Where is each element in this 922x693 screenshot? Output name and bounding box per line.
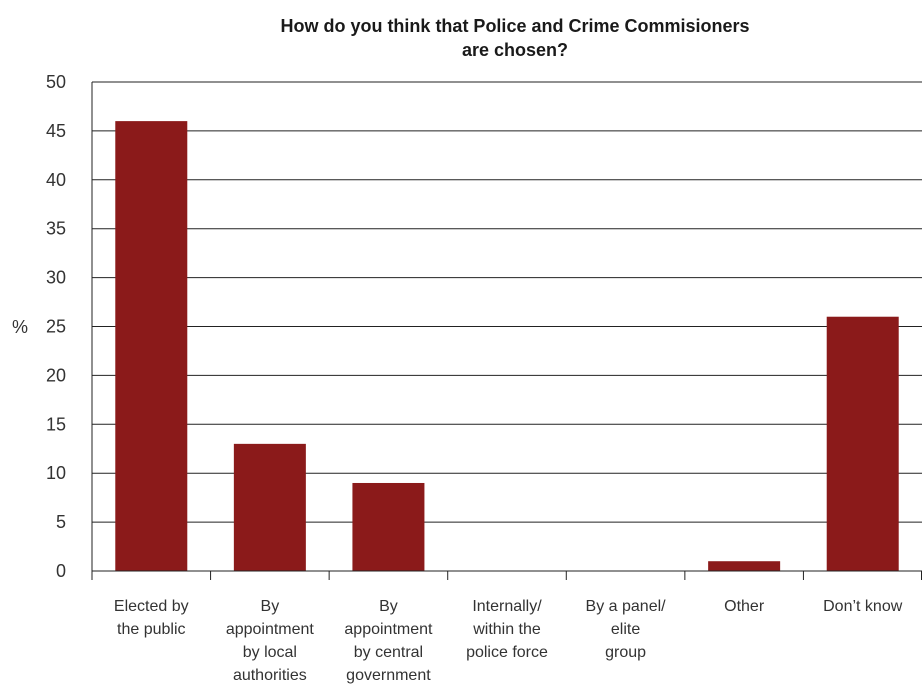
x-category-label: By appointment by local authorities [226, 598, 315, 684]
y-axis-label: % [12, 317, 28, 337]
x-category-label-line: Elected by [114, 598, 189, 615]
x-category-label-line: group [605, 644, 646, 661]
x-category-label-line: government [346, 667, 431, 684]
y-tick-label: 15 [46, 414, 66, 434]
y-tick-label: 0 [56, 561, 66, 581]
y-tick-label: 40 [46, 170, 66, 190]
x-category-label: By a panel/elite group [586, 598, 667, 661]
x-category-label-line: authorities [233, 667, 307, 684]
x-category-label: Don’t know [823, 598, 903, 615]
y-tick-label: 10 [46, 463, 66, 483]
bars [115, 121, 899, 572]
y-tick-label: 50 [46, 72, 66, 92]
bar [708, 561, 781, 571]
x-category-label-line: within the [472, 621, 541, 638]
x-category-label-line: Don’t know [823, 598, 903, 615]
x-category-label: By appointment by central government [344, 598, 433, 684]
x-category-label-line: Internally/ [472, 598, 542, 615]
x-category-labels: Elected by the public By appointment by loca… [114, 598, 903, 684]
y-tick-label: 25 [46, 317, 66, 337]
axes [91, 82, 922, 580]
chart-title: How do you think that Police and Crime C… [280, 16, 749, 60]
bar [826, 316, 899, 571]
x-category-label-line: police force [466, 644, 548, 661]
x-category-label-line: appointment [226, 621, 315, 638]
x-category-label-line: appointment [344, 621, 433, 638]
y-tick-label: 5 [56, 512, 66, 532]
chart-title-line-2: are chosen? [462, 40, 568, 60]
x-category-label-line: By a panel/ [586, 598, 667, 615]
y-tick-label: 30 [46, 268, 66, 288]
y-tick-labels: 0 5 10 15 20 25 30 35 40 45 50 [46, 72, 66, 581]
bar [115, 121, 188, 572]
x-category-label-line: by local [243, 644, 297, 661]
y-tick-label: 45 [46, 121, 66, 141]
y-tick-label: 35 [46, 219, 66, 239]
x-category-label-line: elite [611, 621, 640, 638]
x-category-label: Other [724, 598, 765, 615]
gridlines [92, 81, 922, 523]
y-tick-label: 20 [46, 365, 66, 385]
x-category-label-line: By [261, 598, 280, 615]
chart-title-line-1: How do you think that Police and Crime C… [280, 16, 749, 36]
x-category-label: Internally/within the police force [466, 598, 548, 661]
bar [352, 482, 425, 571]
x-category-label-line: Other [724, 598, 765, 615]
x-category-label-line: By [379, 598, 398, 615]
x-category-label: Elected by the public [114, 598, 189, 638]
bar [233, 443, 306, 571]
x-category-label-line: the public [117, 621, 186, 638]
x-category-label-line: by central [354, 644, 423, 661]
